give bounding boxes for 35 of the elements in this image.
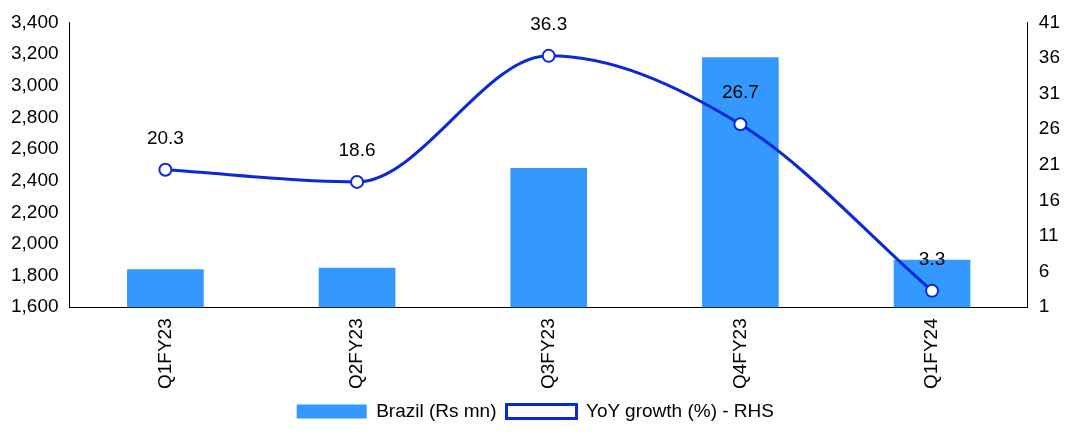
data-label: 26.7 <box>721 80 759 102</box>
x-tick-label: Q1FY23 <box>153 318 175 390</box>
x-tick-label: Q1FY24 <box>920 317 942 390</box>
data-label: 20.3 <box>146 126 184 148</box>
y2-tick-label: 21 <box>1038 153 1061 175</box>
y-tick-label: 2,800 <box>11 105 59 127</box>
y-tick-label: 3,400 <box>11 10 59 32</box>
y-tick-label: 1,600 <box>11 295 59 317</box>
point <box>158 162 173 177</box>
y2-tick-label: 26 <box>1038 117 1061 139</box>
y-tick-label: 1,800 <box>11 263 59 285</box>
legend-label: Brazil (Rs mn) <box>376 399 497 421</box>
y2-tick-label: 11 <box>1038 224 1059 246</box>
data-label: 18.6 <box>338 138 376 160</box>
data-label: 36.3 <box>530 12 568 34</box>
y-tick-label: 3,200 <box>11 42 59 64</box>
y-tick-label: 2,600 <box>11 137 59 159</box>
x-tick-label: Q3FY23 <box>536 318 558 390</box>
point <box>733 117 748 132</box>
point <box>350 174 365 189</box>
y2-tick-label: 31 <box>1038 81 1061 103</box>
y2-tick-label: 16 <box>1038 188 1061 210</box>
y-tick-label: 2,200 <box>11 200 59 222</box>
x-tick-label: Q4FY23 <box>728 318 750 390</box>
point <box>541 48 556 63</box>
point <box>925 283 940 298</box>
y2-tick-label: 6 <box>1038 259 1050 281</box>
y-tick-label: 3,000 <box>11 73 59 95</box>
x-tick-label: Q2FY23 <box>345 318 367 390</box>
y-tick-label: 2,000 <box>11 232 59 254</box>
y2-tick-label: 41 <box>1038 10 1061 32</box>
y2-tick-label: 36 <box>1038 46 1061 68</box>
y-tick-label: 2,400 <box>11 168 59 190</box>
legend-label: YoY growth (%) - RHS <box>586 399 774 421</box>
y2-tick-label: 1 <box>1038 295 1050 317</box>
